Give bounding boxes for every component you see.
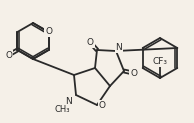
Text: O: O bbox=[99, 100, 106, 109]
Text: O: O bbox=[45, 28, 52, 37]
Text: CF₃: CF₃ bbox=[152, 57, 167, 67]
Text: O: O bbox=[130, 69, 137, 78]
Text: CH₃: CH₃ bbox=[54, 105, 70, 114]
Text: O: O bbox=[5, 51, 12, 60]
Text: N: N bbox=[65, 97, 71, 106]
Text: O: O bbox=[87, 38, 94, 47]
Text: N: N bbox=[116, 44, 122, 53]
